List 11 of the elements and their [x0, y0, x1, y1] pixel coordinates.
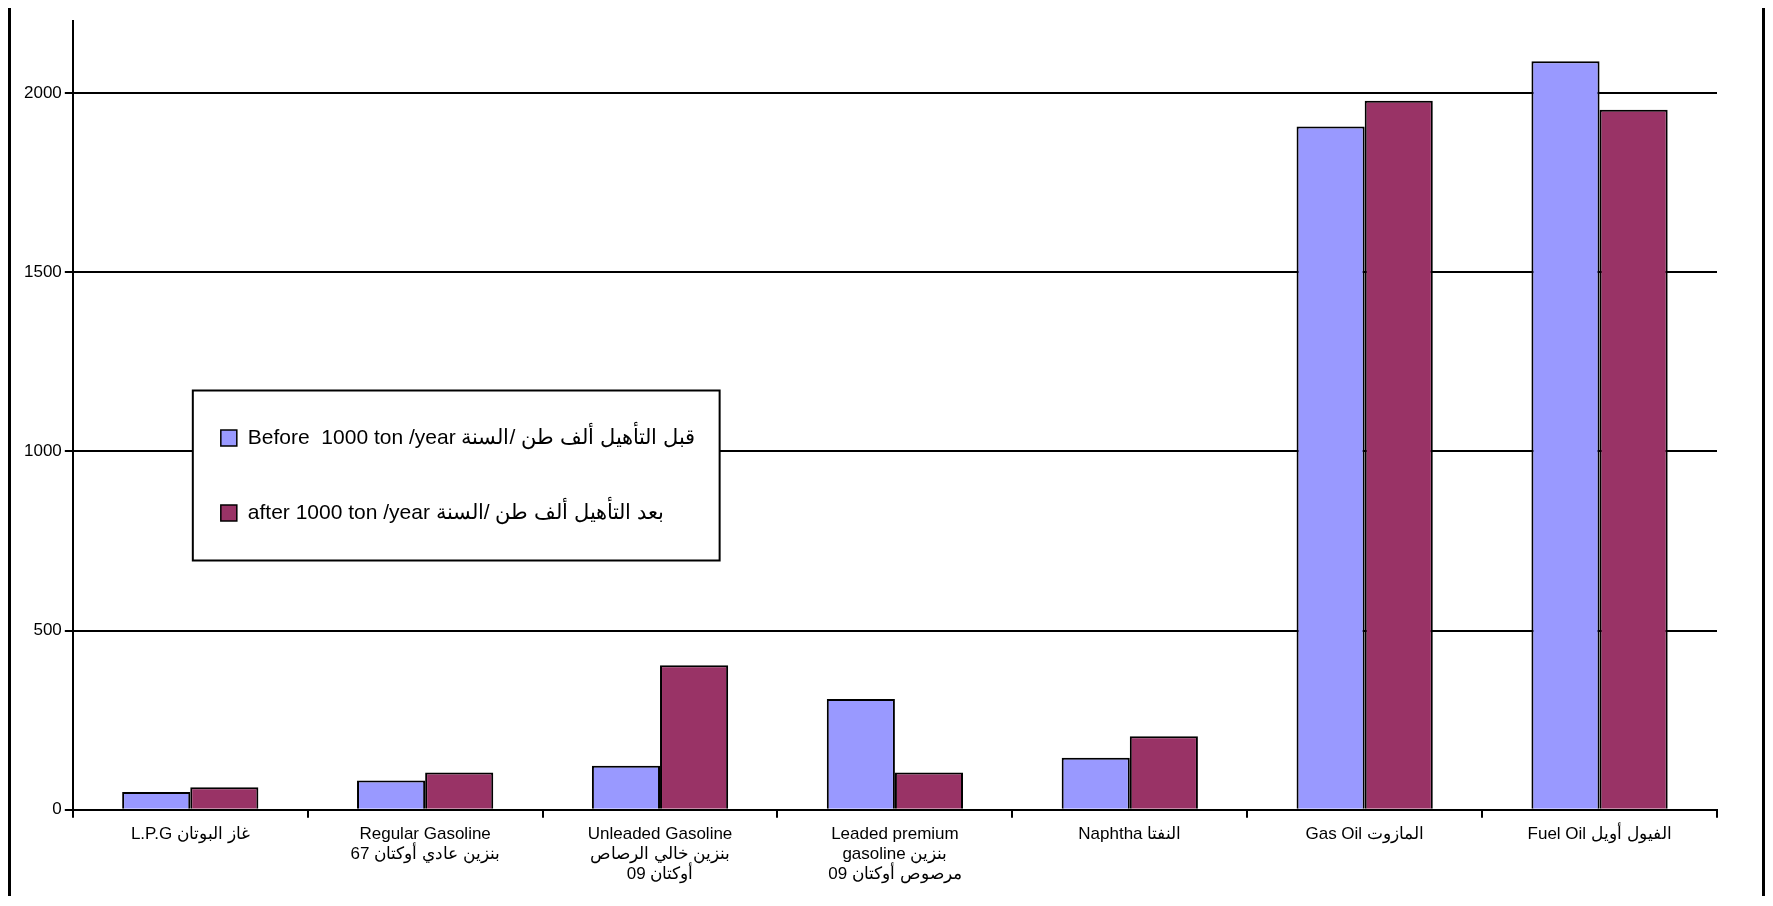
y-tick-label: 1500: [23, 261, 62, 281]
y-tick-label: 0: [52, 799, 62, 819]
x-tick-label: Naphtha النفتا: [1078, 823, 1182, 843]
legend-label: Before 1000 ton /year قبل التأهيل ألف طن /السنة: [247, 420, 695, 450]
y-tick-label: 2000: [23, 82, 62, 102]
x-tick-label: Gas Oil المازوت: [1305, 823, 1424, 844]
y-tick-label: 500: [33, 620, 62, 640]
x-tick-label: Fuel Oil الفيول أويل: [1527, 821, 1672, 844]
x-tick-label: L.P.G غاز البوتان: [130, 823, 250, 844]
y-tick-label: 1000: [23, 441, 62, 461]
legend-label: after 1000 ton /year بعد التأهيل ألف طن /السنة: [247, 495, 664, 525]
